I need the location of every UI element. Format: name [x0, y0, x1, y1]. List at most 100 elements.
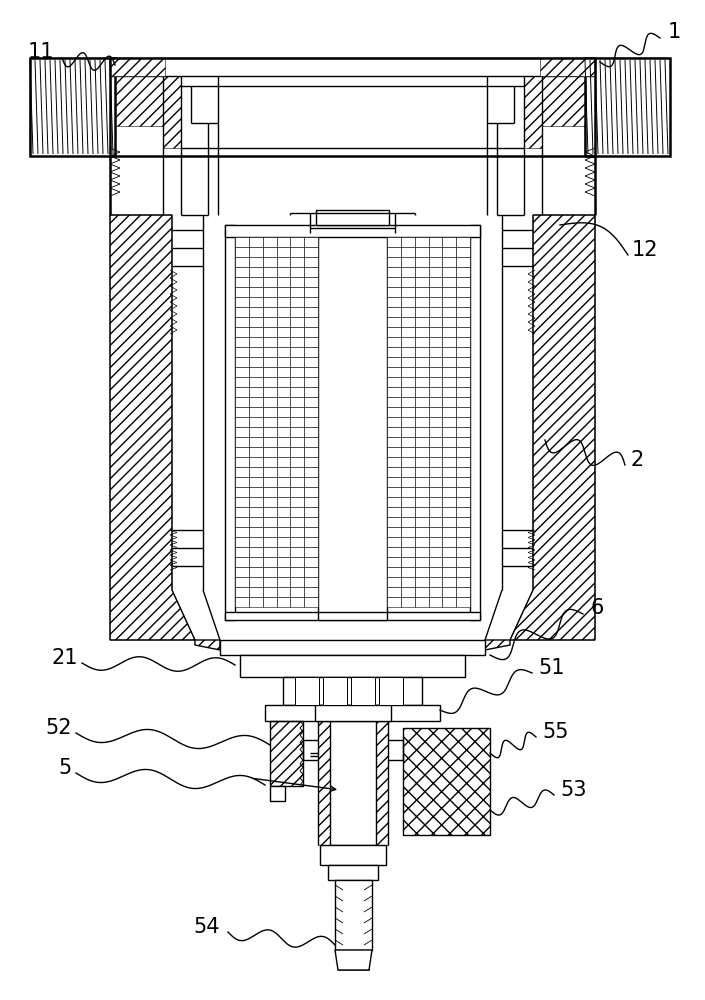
Bar: [263, 427, 276, 437]
Bar: [429, 327, 442, 337]
Bar: [387, 277, 401, 287]
Bar: [290, 407, 304, 417]
Bar: [442, 597, 456, 607]
Bar: [456, 407, 470, 417]
Bar: [442, 377, 456, 387]
Bar: [276, 287, 290, 297]
Bar: [415, 497, 429, 507]
Text: 52: 52: [46, 718, 72, 738]
Bar: [401, 357, 415, 367]
Bar: [415, 417, 429, 427]
Bar: [401, 497, 415, 507]
Bar: [415, 527, 429, 537]
Bar: [276, 527, 290, 537]
Bar: [455, 640, 485, 655]
Text: 12: 12: [632, 240, 658, 260]
Bar: [290, 257, 304, 267]
Bar: [290, 447, 304, 457]
Bar: [316, 210, 389, 225]
Bar: [110, 58, 595, 76]
Bar: [442, 237, 456, 247]
Polygon shape: [510, 215, 595, 640]
Bar: [263, 567, 276, 577]
Bar: [290, 357, 304, 367]
Bar: [290, 387, 304, 397]
Bar: [290, 277, 304, 287]
Bar: [429, 557, 442, 567]
Bar: [249, 567, 263, 577]
Bar: [249, 387, 263, 397]
Bar: [276, 487, 290, 497]
Bar: [330, 721, 376, 845]
Bar: [429, 527, 442, 537]
Bar: [249, 597, 263, 607]
Bar: [442, 587, 456, 597]
Bar: [263, 587, 276, 597]
Bar: [456, 457, 470, 467]
Bar: [235, 427, 249, 437]
Bar: [235, 587, 249, 597]
Bar: [456, 447, 470, 457]
Text: 51: 51: [538, 658, 565, 678]
Bar: [415, 237, 429, 247]
Bar: [456, 377, 470, 387]
Bar: [276, 387, 290, 397]
Bar: [290, 537, 304, 547]
Bar: [379, 677, 403, 705]
Bar: [415, 357, 429, 367]
Bar: [290, 557, 304, 567]
Bar: [401, 257, 415, 267]
Bar: [442, 407, 456, 417]
Bar: [456, 357, 470, 367]
Bar: [387, 577, 401, 587]
Bar: [456, 577, 470, 587]
Bar: [249, 237, 263, 247]
Bar: [225, 612, 480, 620]
Bar: [456, 317, 470, 327]
Bar: [410, 677, 422, 705]
Bar: [415, 317, 429, 327]
Text: 6: 6: [590, 598, 603, 618]
Bar: [30, 58, 115, 156]
Bar: [401, 347, 415, 357]
Bar: [263, 527, 276, 537]
Bar: [235, 337, 249, 347]
Bar: [387, 407, 401, 417]
Polygon shape: [110, 215, 195, 640]
Bar: [415, 427, 429, 437]
Bar: [235, 487, 249, 497]
Bar: [263, 487, 276, 497]
Bar: [249, 267, 263, 277]
Bar: [442, 277, 456, 287]
Bar: [235, 307, 249, 317]
Bar: [276, 247, 290, 257]
Bar: [401, 297, 415, 307]
Bar: [276, 417, 290, 427]
Bar: [304, 397, 318, 407]
Bar: [585, 58, 670, 156]
Bar: [263, 407, 276, 417]
Bar: [456, 347, 470, 357]
Bar: [387, 267, 401, 277]
Bar: [249, 337, 263, 347]
Bar: [304, 537, 318, 547]
Bar: [387, 357, 401, 367]
Bar: [415, 567, 429, 577]
Bar: [401, 317, 415, 327]
Bar: [442, 367, 456, 377]
Bar: [442, 537, 456, 547]
Bar: [249, 427, 263, 437]
Bar: [304, 337, 318, 347]
Bar: [401, 247, 415, 257]
Bar: [263, 317, 276, 327]
Bar: [415, 507, 429, 517]
Bar: [240, 655, 465, 677]
Bar: [401, 507, 415, 517]
Bar: [387, 367, 401, 377]
Bar: [429, 237, 442, 247]
Bar: [263, 417, 276, 427]
Bar: [401, 427, 415, 437]
Bar: [415, 307, 429, 317]
Bar: [429, 467, 442, 477]
Bar: [249, 407, 263, 417]
